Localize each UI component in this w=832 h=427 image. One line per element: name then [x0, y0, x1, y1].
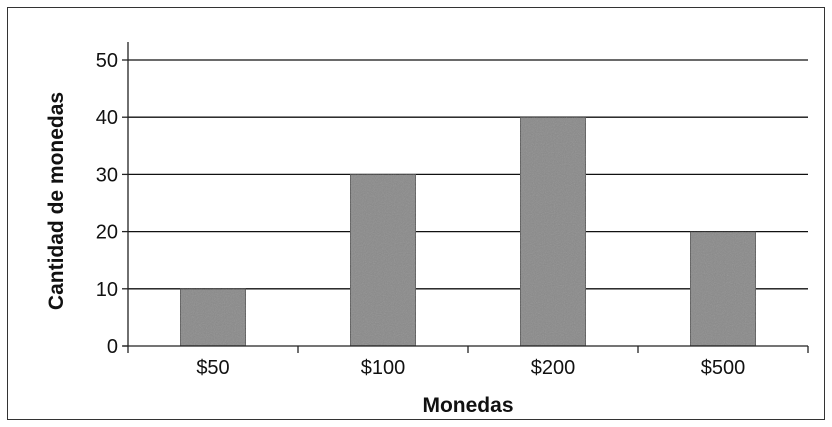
y-tick-label-20: 20 — [96, 222, 118, 244]
x-tick-label-200: $200 — [531, 357, 576, 379]
x-tick-label-100: $100 — [361, 357, 406, 379]
x-tick-label-500: $500 — [701, 357, 746, 379]
tick-labels: 0 10 20 30 40 50 $50 $100 $200 $500 — [96, 50, 746, 379]
bar-100 — [349, 173, 417, 347]
bar-500 — [689, 231, 757, 347]
bar-50 — [179, 288, 247, 347]
bar-200 — [519, 116, 587, 347]
y-tick-label-50: 50 — [96, 50, 118, 72]
x-axis-title: Monedas — [422, 394, 513, 417]
y-tick-label-0: 0 — [107, 336, 118, 358]
y-axis-title: Cantidad de monedas — [45, 92, 68, 310]
axes — [122, 42, 809, 353]
y-tick-label-40: 40 — [96, 107, 118, 129]
bars — [179, 116, 757, 347]
x-tick-label-50: $50 — [196, 357, 229, 379]
y-tick-label-30: 30 — [96, 164, 118, 186]
y-tick-label-10: 10 — [96, 279, 118, 301]
